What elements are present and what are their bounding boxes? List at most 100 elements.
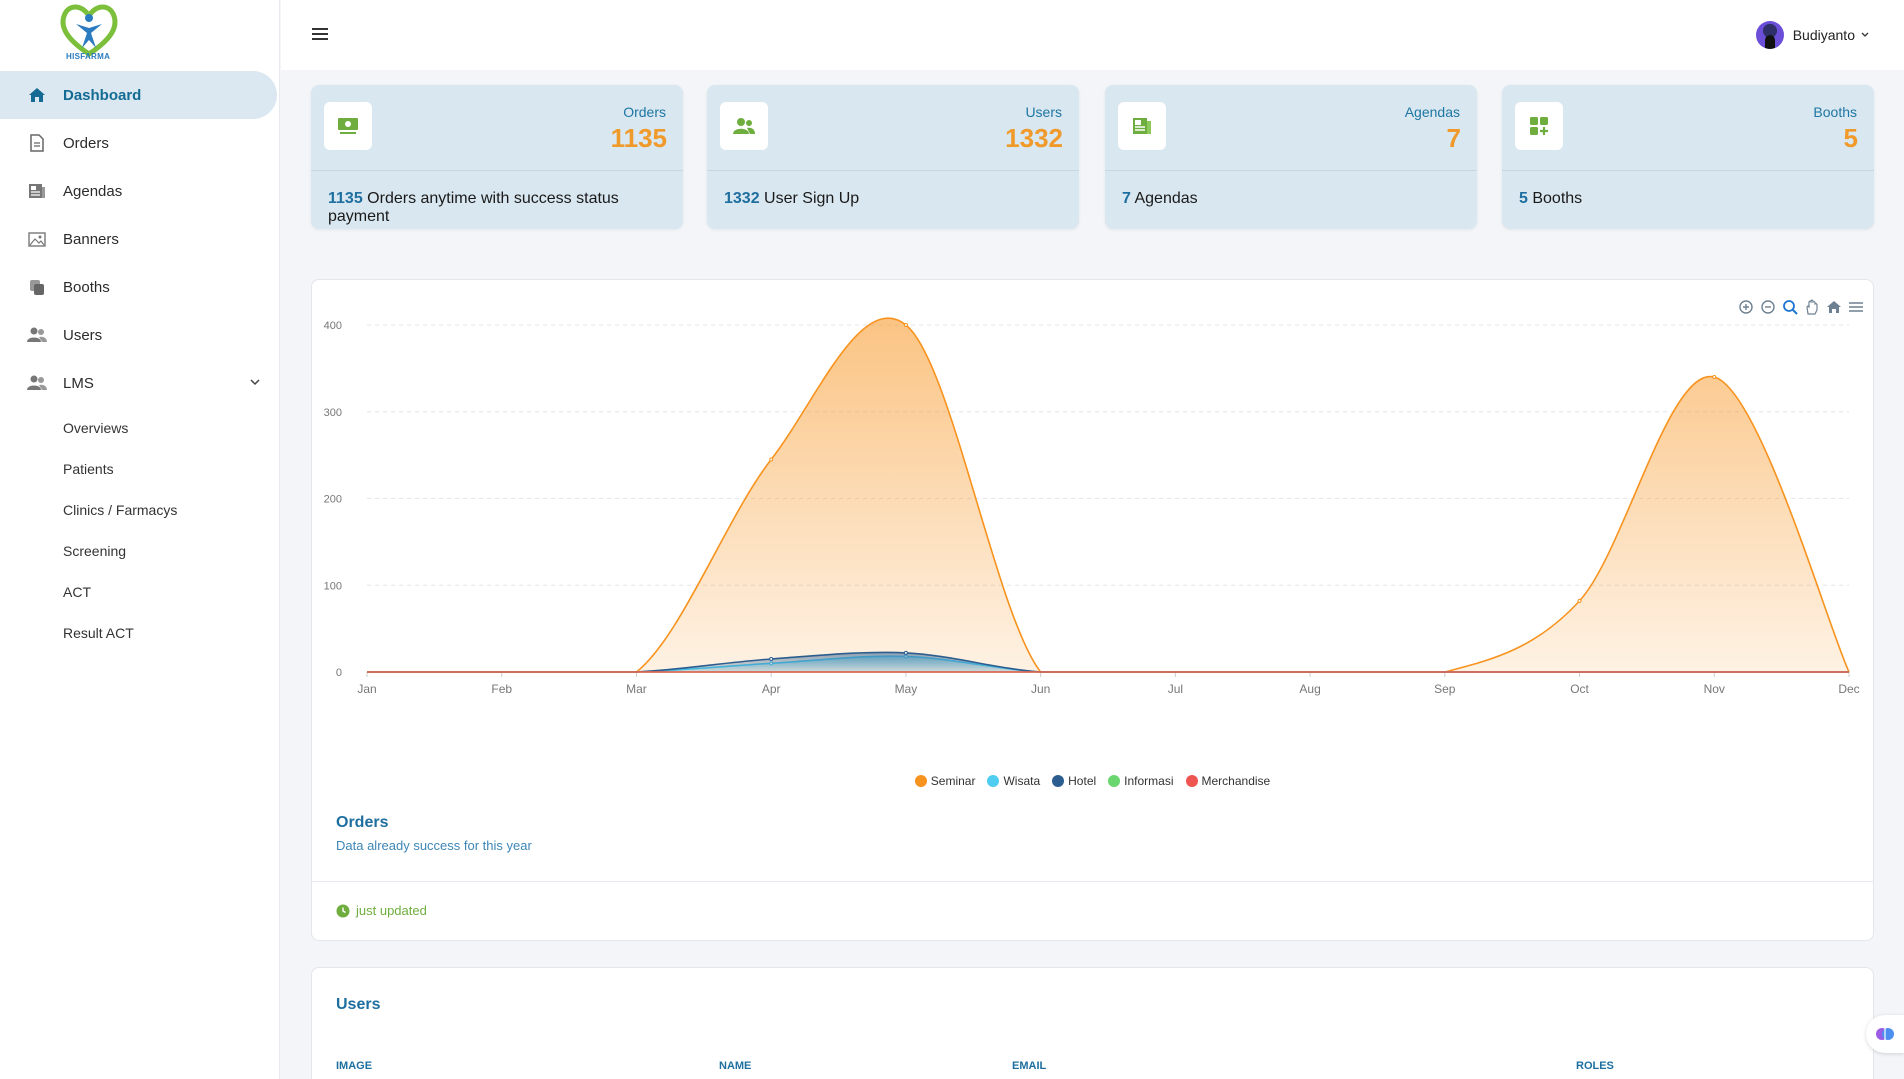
brain-icon [1876,1028,1894,1040]
clock-icon [336,904,350,917]
brand-logo[interactable] [58,2,120,66]
stat-value: 7 [1446,123,1461,153]
chevron-down-icon [1861,32,1869,37]
sidebar-item-label: Agendas [63,182,123,200]
sidebar-subitem-result-act[interactable]: Result ACT [63,624,134,641]
sidebar-item-label: Banners [63,230,119,248]
hamburger-menu-icon[interactable] [312,28,328,40]
sidebar-item-label: LMS [63,374,94,392]
x-tick-label: Feb [491,682,512,696]
update-status: just updated [356,903,427,918]
stat-card-users[interactable]: Users 1332 1332 User Sign Up [707,85,1079,229]
sidebar-subitem-screening[interactable]: Screening [63,542,127,559]
avatar [1755,21,1784,49]
legend-dot [987,775,1000,787]
users-icon [27,325,47,345]
users-table-title: Users [336,996,381,1013]
topbar: Budiyanto [281,0,1904,70]
chart-title: Orders [336,814,389,831]
image-icon [27,229,47,249]
column-header-roles[interactable]: ROLES [1576,1060,1614,1072]
stat-value: 1135 [610,123,667,153]
sidebar-item-lms[interactable]: LMS [0,359,280,407]
x-tick-label: May [895,682,918,696]
newspaper-icon [27,181,47,201]
column-header-email[interactable]: EMAIL [1012,1060,1047,1072]
stat-card-booths[interactable]: Booths 5 5 Booths [1502,85,1874,229]
users-table-card: Users IMAGE NAME EMAIL ROLES [311,967,1874,1079]
legend-item-wisata[interactable]: Wisata [987,774,1040,788]
stat-label: Booths [1813,104,1857,120]
data-point-seminar [1577,598,1582,603]
column-header-name[interactable]: NAME [719,1060,752,1072]
grid-plus-icon [1515,102,1563,150]
brand-logo-text: HISFARMA [66,52,111,61]
data-point-seminar [1712,375,1717,380]
sidebar-subitem-overviews[interactable]: Overviews [63,419,129,436]
users-icon [27,373,47,393]
legend-item-hotel[interactable]: Hotel [1052,774,1096,788]
sidebar-item-orders[interactable]: Orders [0,119,280,167]
sidebar-subitem-act[interactable]: ACT [63,583,91,600]
y-tick-label: 400 [324,320,342,332]
sidebar-item-banners[interactable]: Banners [0,215,280,263]
menu-icon[interactable] [1847,298,1865,316]
sidebar-subitem-patients[interactable]: Patients [63,460,114,477]
sidebar-subitem-clinics[interactable]: Clinics / Farmacys [63,501,178,518]
legend-dot [1108,775,1121,787]
floating-helper-button[interactable] [1866,1015,1904,1053]
stat-footer: 7 Agendas [1122,190,1198,207]
sidebar-item-users[interactable]: Users [0,311,280,359]
money-icon [324,102,372,150]
legend-item-merchandise[interactable]: Merchandise [1185,774,1271,788]
x-tick-label: Nov [1704,682,1725,696]
data-point-seminar [903,323,908,327]
x-tick-label: Sep [1434,682,1456,696]
sidebar-item-agendas[interactable]: Agendas [0,167,280,215]
chart-subtitle: Data already success for this year [336,838,532,853]
x-tick-label: Apr [762,682,781,696]
y-tick-label: 0 [336,667,342,679]
sidebar-item-dashboard[interactable]: Dashboard [0,71,277,119]
column-header-image[interactable]: IMAGE [336,1060,373,1072]
zoom-out-icon[interactable] [1759,298,1777,316]
pan-icon[interactable] [1803,298,1821,316]
stat-value: 1332 [1005,123,1063,153]
x-tick-label: Mar [626,682,647,696]
legend-label: Hotel [1068,774,1097,788]
data-point-hotel [903,650,908,655]
users-icon [720,102,768,150]
legend-item-seminar[interactable]: Seminar [914,774,975,788]
legend-label: Wisata [1003,774,1041,788]
series-area-seminar [367,318,1849,672]
user-menu[interactable]: Budiyanto [1755,20,1870,50]
chevron-down-icon [248,375,262,389]
sidebar: HISFARMA Dashboard Orders Agendas Banner… [0,0,280,1079]
divider [311,170,683,171]
home-icon[interactable] [1825,298,1843,316]
legend-dot [1052,775,1065,787]
x-tick-label: Jun [1031,682,1050,696]
series-area-hotel [367,652,1849,672]
stat-card-agendas[interactable]: Agendas 7 7 Agendas [1105,85,1477,229]
y-tick-label: 100 [324,580,342,592]
legend-label: Merchandise [1201,774,1271,788]
divider [312,881,1873,882]
stat-label: Agendas [1404,104,1460,120]
data-point-seminar [769,457,774,462]
stat-label: Users [1025,104,1062,120]
sidebar-item-booths[interactable]: Booths [0,263,280,311]
file-icon [27,133,47,153]
zoom-in-icon[interactable] [1737,298,1755,316]
divider [1502,170,1874,171]
x-tick-label: Oct [1570,682,1589,696]
legend-item-informasi[interactable]: Informasi [1108,774,1174,788]
divider [707,170,1079,171]
orders-chart-card: 0 100 200 300 400 Jan Feb Mar Apr May Jun Jul Aug Sep… [311,279,1874,941]
x-tick-label: Jan [357,682,376,696]
stat-card-orders[interactable]: Orders 1135 1135 Orders anytime with suc… [311,85,683,229]
zoom-select-icon[interactable] [1781,298,1799,316]
y-tick-label: 300 [324,407,342,419]
x-tick-label: Aug [1299,682,1320,696]
lms-subnav: Overviews Patients Clinics / Farmacys Sc… [0,407,280,653]
